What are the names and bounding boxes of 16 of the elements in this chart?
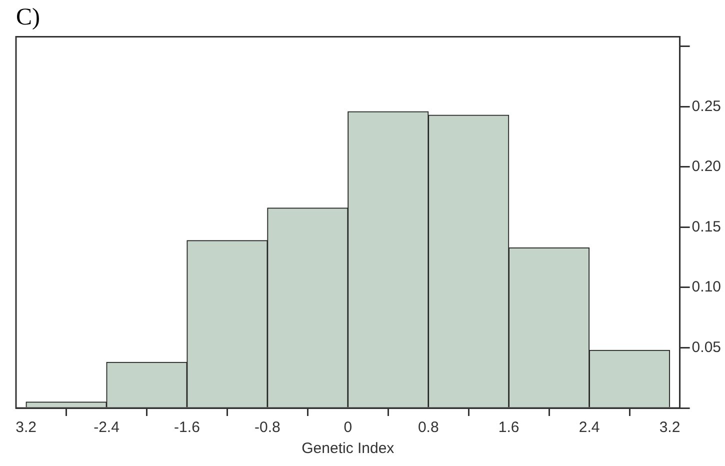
x-tick-label: 0 (344, 419, 352, 436)
x-tick-label: -2.4 (94, 419, 120, 436)
y-tick-label: 0.15 (692, 218, 722, 236)
x-tick-label: -1.6 (174, 419, 200, 436)
y-tick-label: 0.05 (692, 338, 722, 356)
x-axis-title: Genetic Index (302, 440, 395, 458)
y-tick-label: 0.20 (692, 158, 722, 176)
x-tick-label: 3.2 (16, 419, 36, 436)
x-tick-label: 1.6 (498, 419, 520, 436)
y-tick-label: 0.25 (692, 98, 722, 115)
x-tick-label: 3.2 (659, 419, 680, 436)
x-tick-label: 0.8 (418, 419, 439, 436)
x-tick-label: -0.8 (254, 419, 280, 436)
x-tick-label: 2.4 (578, 419, 600, 436)
chart-title: C) (16, 4, 40, 31)
y-tick-label: 0.10 (692, 278, 722, 296)
